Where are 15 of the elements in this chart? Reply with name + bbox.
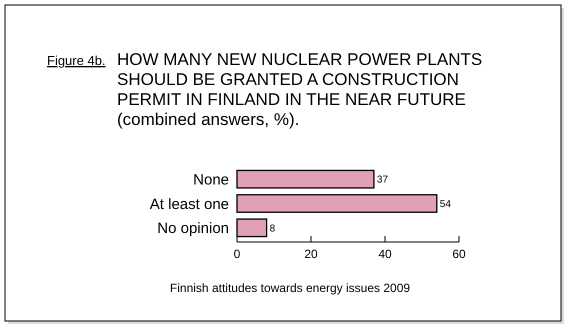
data-label: 37 [376, 174, 388, 186]
y-tick-label: At least one [150, 196, 229, 213]
bar [236, 170, 375, 189]
data-label: 8 [270, 223, 276, 234]
y-tick-label: No opinion [157, 220, 229, 238]
x-tick-label: 60 [452, 247, 466, 261]
y-tick-label: None [193, 171, 229, 188]
bar [236, 194, 438, 213]
x-tick-label: 20 [304, 247, 318, 261]
chart-title: HOW MANY NEW NUCLEAR POWER PLANTS SHOULD BE GRANTED A CONSTRUCTION PERMIT IN FINLAND IN THE NEAR FUTURE (combined answers, %). [117, 50, 482, 129]
x-tick-label: 40 [378, 247, 392, 261]
text: Finnish attitudes towards energy issues 2009 [170, 281, 410, 295]
data-label: 54 [440, 199, 452, 210]
caption: Figure 4b. [47, 53, 106, 68]
x-tick-label: 0 [234, 247, 241, 261]
